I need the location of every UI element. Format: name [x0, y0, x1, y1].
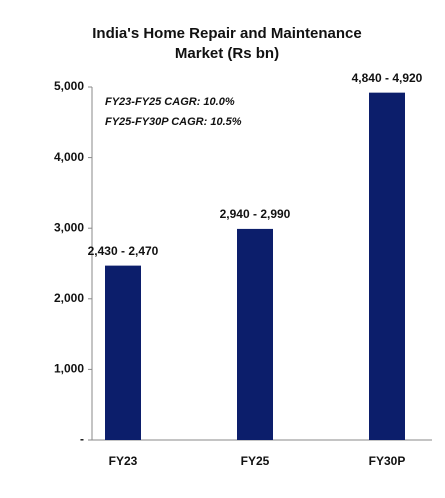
annotation: FY23-FY25 CAGR: 10.0% — [105, 96, 235, 108]
y-tick-label: 3,000 — [54, 220, 84, 234]
annotation: FY25-FY30P CAGR: 10.5% — [105, 116, 242, 128]
x-tick-label: FY30P — [369, 454, 406, 468]
value-label: 2,940 - 2,990 — [220, 207, 291, 221]
chart-title: India's Home Repair and Maintenance Mark… — [92, 25, 362, 62]
bar — [369, 92, 405, 440]
value-label: 2,430 - 2,470 — [88, 244, 159, 258]
x-tick-label: FY25 — [241, 454, 270, 468]
bar — [105, 265, 141, 440]
bar — [237, 228, 273, 440]
y-tick-label: 5,000 — [54, 79, 84, 93]
y-tick-label: - — [80, 432, 84, 446]
value-label: 4,840 - 4,920 — [352, 71, 423, 85]
y-tick-label: 2,000 — [54, 291, 84, 305]
y-tick-label: 4,000 — [54, 150, 84, 164]
x-tick-label: FY23 — [109, 454, 138, 468]
y-tick-label: 1,000 — [54, 362, 84, 376]
